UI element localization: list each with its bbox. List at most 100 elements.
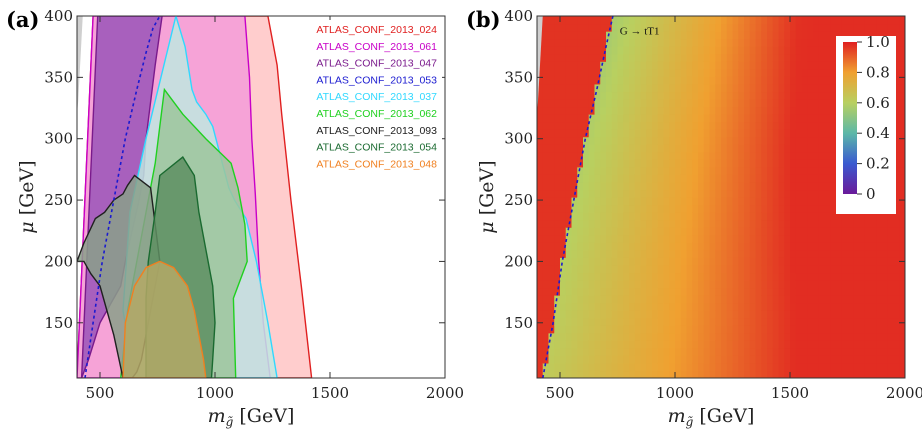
heat-cell bbox=[692, 310, 699, 319]
heat-cell bbox=[864, 295, 872, 304]
heat-cell bbox=[893, 83, 900, 93]
heat-cell bbox=[588, 310, 596, 319]
heat-cell bbox=[594, 53, 601, 62]
heat-cell bbox=[617, 151, 624, 160]
heat-cell bbox=[588, 325, 596, 334]
heat-cell bbox=[686, 264, 693, 274]
heat-cell bbox=[588, 287, 596, 296]
heat-cell bbox=[709, 355, 716, 364]
heat-cell bbox=[703, 53, 711, 62]
heat-cell bbox=[732, 46, 739, 55]
heat-cell bbox=[537, 227, 544, 236]
heat-cell bbox=[836, 219, 843, 228]
heat-cell bbox=[744, 197, 751, 206]
heat-cell bbox=[692, 302, 699, 311]
heat-cell bbox=[899, 46, 905, 55]
heat-cell bbox=[577, 53, 584, 62]
heat-cell bbox=[577, 189, 584, 198]
heat-cell bbox=[824, 114, 831, 123]
heat-cell bbox=[548, 68, 555, 77]
heat-cell bbox=[680, 159, 688, 168]
heat-cell bbox=[537, 295, 544, 304]
heat-cell bbox=[548, 227, 555, 236]
heat-cell bbox=[772, 257, 780, 266]
heat-cell bbox=[703, 189, 711, 198]
heat-cell bbox=[726, 83, 734, 93]
heat-cell bbox=[726, 272, 734, 281]
heat-cell bbox=[767, 46, 774, 55]
heat-cell bbox=[709, 46, 716, 55]
heat-cell bbox=[732, 272, 739, 281]
heat-cell bbox=[652, 197, 659, 206]
heat-cell bbox=[749, 264, 757, 274]
heat-cell bbox=[721, 121, 728, 130]
legend-entry: ATLAS_CONF_2013_054 bbox=[316, 142, 437, 154]
heat-cell bbox=[749, 31, 757, 40]
heat-cell bbox=[686, 31, 693, 40]
heat-cell bbox=[692, 174, 699, 183]
heat-cell bbox=[565, 197, 573, 206]
heat-cell bbox=[554, 68, 561, 77]
heat-cell bbox=[778, 249, 785, 258]
heat-cell bbox=[801, 212, 808, 221]
heat-cell bbox=[634, 340, 642, 349]
heat-cell bbox=[657, 362, 665, 372]
heat-cell bbox=[583, 197, 590, 206]
heat-cell bbox=[703, 370, 711, 378]
heat-cell bbox=[588, 219, 596, 228]
heat-cell bbox=[646, 136, 653, 145]
heat-cell bbox=[611, 310, 619, 319]
heat-cell bbox=[847, 355, 854, 364]
heat-cell bbox=[801, 61, 808, 70]
heat-cell bbox=[565, 83, 573, 93]
heat-cell bbox=[847, 287, 854, 296]
y-tick-label: 400 bbox=[504, 7, 533, 25]
heat-cell bbox=[623, 83, 630, 93]
heat-cell bbox=[795, 197, 803, 206]
heat-cell bbox=[824, 227, 831, 236]
heat-cell bbox=[824, 197, 831, 206]
heat-cell bbox=[784, 106, 791, 115]
heat-cell bbox=[560, 114, 567, 123]
heat-cell bbox=[761, 129, 768, 138]
heat-cell bbox=[721, 234, 728, 243]
heat-cell bbox=[698, 279, 705, 289]
heat-cell bbox=[767, 272, 774, 281]
heat-cell bbox=[882, 340, 889, 349]
heat-cell bbox=[790, 332, 797, 341]
heat-cell bbox=[830, 302, 837, 311]
heat-cell bbox=[560, 144, 567, 153]
heat-cell bbox=[715, 310, 722, 319]
heat-cell bbox=[841, 302, 849, 311]
y-tick-label: 250 bbox=[44, 191, 73, 209]
heat-cell bbox=[795, 227, 803, 236]
heat-cell bbox=[652, 136, 659, 145]
heat-cell bbox=[778, 317, 785, 326]
heat-cell bbox=[663, 53, 670, 62]
heat-cell bbox=[726, 332, 734, 341]
heat-cell bbox=[778, 197, 785, 206]
heat-cell bbox=[749, 114, 757, 123]
heat-cell bbox=[663, 287, 670, 296]
heat-cell bbox=[703, 340, 711, 349]
heat-cell bbox=[606, 91, 613, 100]
heat-cell bbox=[606, 98, 613, 108]
heat-cell bbox=[560, 347, 567, 356]
heat-cell bbox=[646, 362, 653, 372]
heat-cell bbox=[784, 61, 791, 70]
heat-cell bbox=[542, 242, 550, 251]
heat-cell bbox=[698, 23, 705, 32]
heat-cell bbox=[675, 159, 682, 168]
heat-cell bbox=[801, 317, 808, 326]
heat-cell bbox=[830, 219, 837, 228]
y-tick-label: 200 bbox=[504, 252, 533, 270]
heat-cell bbox=[571, 76, 578, 85]
heat-cell bbox=[657, 98, 665, 108]
heat-cell bbox=[692, 295, 699, 304]
heat-cell bbox=[548, 340, 555, 349]
heat-cell bbox=[784, 370, 791, 378]
heat-cell bbox=[767, 151, 774, 160]
heat-cell bbox=[686, 166, 693, 175]
heat-cell bbox=[652, 219, 659, 228]
